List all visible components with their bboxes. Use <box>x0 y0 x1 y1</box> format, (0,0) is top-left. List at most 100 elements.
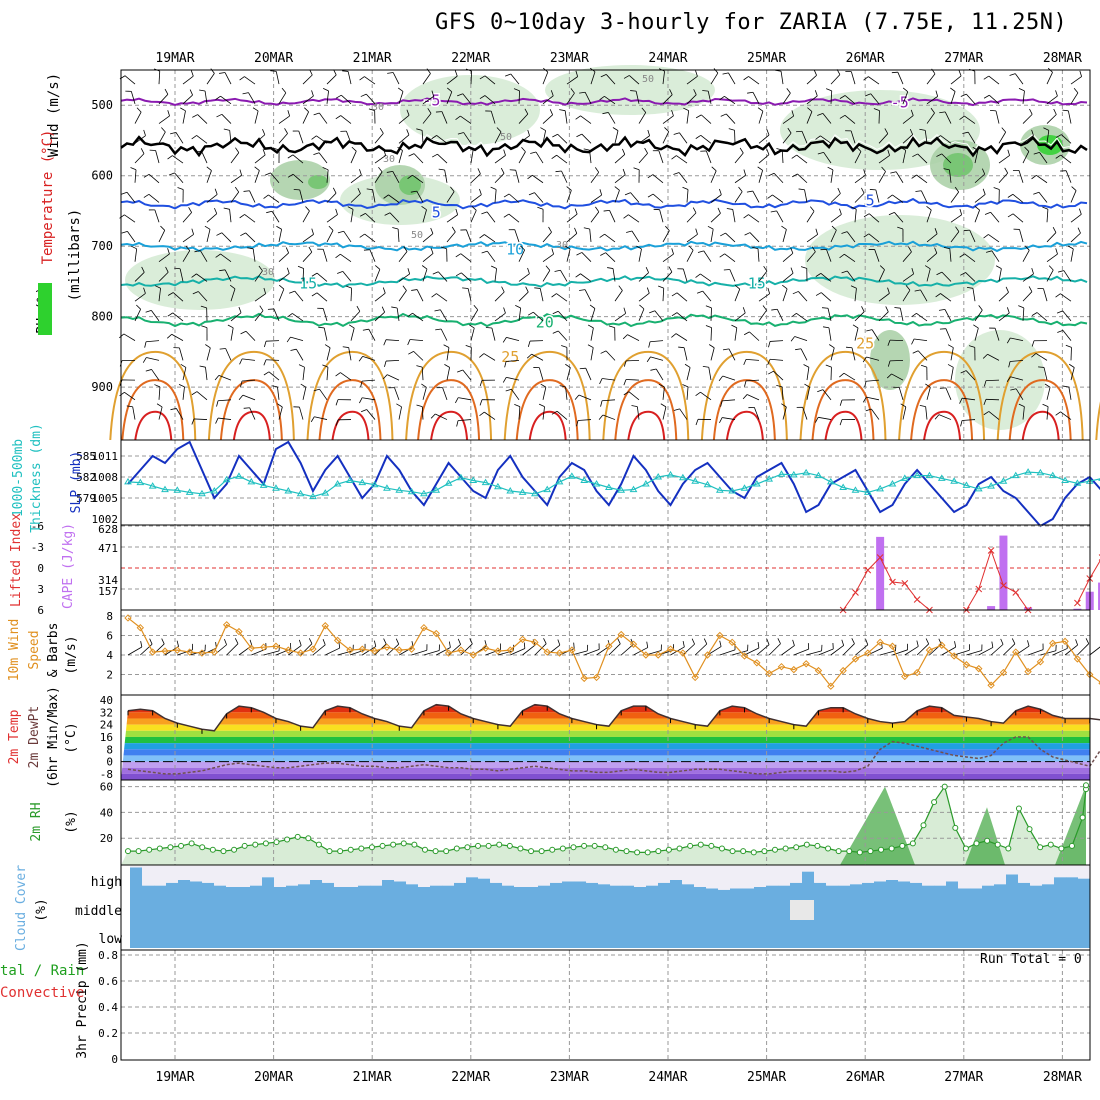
temp-contour-label: 10 <box>506 241 524 259</box>
wind-barb <box>686 233 698 243</box>
temp-contour-30 <box>318 379 382 441</box>
wind-barb <box>1055 293 1061 298</box>
thickness-point <box>370 480 379 488</box>
wind-barb <box>738 186 743 192</box>
thickness-axis-label: 1000-500mb <box>11 439 26 517</box>
cloud-low-bar <box>718 894 731 948</box>
wind10-barb <box>617 638 621 644</box>
wind-barb <box>304 107 309 113</box>
wind-barb <box>143 193 150 198</box>
wind-barb <box>771 308 778 311</box>
cloud-low-bar <box>166 894 179 948</box>
wind-barb <box>196 135 208 144</box>
wind-barb <box>389 212 400 223</box>
cloud-low-bar <box>382 894 395 948</box>
cloud-high-bar <box>190 881 203 894</box>
rh2m-point <box>591 842 598 849</box>
wind-barb <box>794 336 808 342</box>
cloud-high-gap <box>682 866 695 885</box>
wind-barb <box>540 383 547 388</box>
wind-barb <box>974 150 979 164</box>
wind10-point <box>790 665 798 674</box>
cloud-high-bar <box>1030 885 1043 894</box>
temp-band <box>121 718 1090 725</box>
cloud-high-gap <box>526 866 539 887</box>
wind-barb <box>638 248 642 262</box>
wind-barb <box>557 330 568 341</box>
wind-barb <box>978 305 983 311</box>
wind-barb <box>892 194 904 203</box>
wind10-point <box>987 681 995 689</box>
wind-barb <box>814 90 818 97</box>
wind-barb <box>374 155 386 164</box>
wind-barb <box>623 307 627 314</box>
wind-barb <box>234 186 240 193</box>
wind-barb <box>943 246 950 250</box>
wind-barb <box>590 172 600 183</box>
thickness-point <box>765 475 774 482</box>
wind-barb <box>299 189 304 203</box>
cloud-low-bar <box>754 894 767 948</box>
date-label-top: 23MAR <box>550 51 589 66</box>
wind-barb <box>926 96 938 105</box>
wind-barb <box>470 194 482 203</box>
wind-barb <box>1048 265 1054 271</box>
wind-barb <box>623 214 629 219</box>
wind-barb <box>335 399 339 406</box>
wind-barb <box>998 292 1009 302</box>
wind-barb <box>444 364 450 368</box>
wind-barb <box>910 109 914 116</box>
wind-barb <box>340 372 352 381</box>
cloud-low-bar <box>1030 894 1043 948</box>
cloud-high-gap <box>322 866 335 883</box>
wind-barb <box>636 245 642 250</box>
cape-bar <box>1098 582 1100 610</box>
wind-barb <box>182 386 185 400</box>
wind-barb <box>695 114 702 119</box>
wind-barb <box>542 71 549 85</box>
wind-barb <box>817 151 824 155</box>
wind-barb <box>811 246 816 252</box>
wind-barb <box>422 113 432 124</box>
temp-contour-30 <box>515 379 579 441</box>
wind-barb <box>337 230 344 234</box>
wind-barb <box>311 228 314 235</box>
rh2m-point <box>697 841 704 848</box>
wind-barb <box>964 115 976 124</box>
wind-barb <box>673 132 680 135</box>
cloud-low-bar <box>1006 894 1019 948</box>
wind-barb <box>230 327 234 341</box>
wind-barb <box>240 232 246 237</box>
wind-barb <box>182 75 194 85</box>
rh2m-tick: 20 <box>100 832 113 845</box>
wind10-barb <box>990 644 1004 656</box>
thickness-tick: 579 <box>76 492 96 505</box>
wind-barb <box>1007 213 1014 218</box>
wind10-barb <box>543 638 547 644</box>
wind-barb <box>916 312 928 322</box>
wind-barb <box>960 370 967 374</box>
wind-barb <box>182 212 192 223</box>
wind-barb <box>205 367 208 381</box>
wind-barb <box>576 133 583 138</box>
wind10-frame <box>120 609 1091 696</box>
wind10-point <box>284 646 292 654</box>
wind-barb <box>158 71 161 85</box>
cloud-low-bar <box>178 894 191 948</box>
wind-barb <box>890 171 897 174</box>
wind10-barb <box>298 639 302 646</box>
thickness-point <box>999 477 1008 484</box>
wind-barb <box>625 379 640 381</box>
wind-barb <box>494 173 505 184</box>
wind-barb <box>826 249 832 262</box>
rh-shading <box>400 75 540 145</box>
wind-barb <box>938 414 952 420</box>
date-label-bottom: 24MAR <box>648 1070 687 1085</box>
rh2m-point <box>347 846 354 853</box>
wind-barb <box>442 387 448 400</box>
wind-barb <box>578 394 592 401</box>
wind-barb <box>652 193 664 203</box>
wind-barb <box>192 291 199 295</box>
thickness-point <box>691 477 700 484</box>
wind-barb <box>790 336 796 342</box>
